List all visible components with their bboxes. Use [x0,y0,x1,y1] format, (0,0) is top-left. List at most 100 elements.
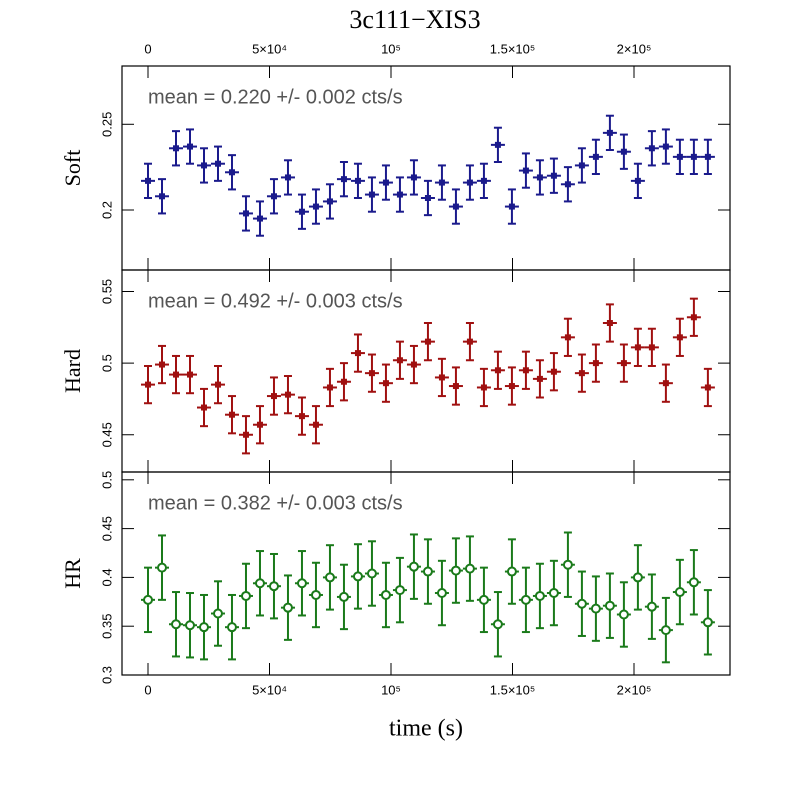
marker [632,572,643,583]
marker [214,381,221,388]
marker [620,360,627,367]
y-axis-label: HR [60,558,85,589]
marker [480,177,487,184]
y-tick-label: 0.45 [99,422,114,447]
marker [606,129,613,136]
marker [562,559,573,570]
marker [676,153,683,160]
marker [354,350,361,357]
marker [704,384,711,391]
y-tick-label: 0.5 [99,354,114,372]
marker [436,588,447,599]
marker [422,566,433,577]
chart-title: 3c111−XIS3 [349,5,480,34]
marker [368,191,375,198]
marker [564,181,571,188]
marker [660,625,671,636]
marker [578,162,585,169]
x-tick-label-bottom: 0 [144,682,151,697]
marker [564,334,571,341]
marker [200,162,207,169]
marker [326,384,333,391]
marker [534,590,545,601]
marker [592,153,599,160]
marker [520,594,531,605]
marker [466,179,473,186]
x-tick-label-top: 2×10⁵ [617,41,652,56]
marker [592,360,599,367]
marker [186,143,193,150]
annotation: mean = 0.220 +/- 0.002 cts/s [148,86,403,108]
marker [228,169,235,176]
marker [410,174,417,181]
marker [200,404,207,411]
marker [690,314,697,321]
marker [212,608,223,619]
marker [396,191,403,198]
marker [186,371,193,378]
marker [298,413,305,420]
marker [648,145,655,152]
marker [508,383,515,390]
marker [634,177,641,184]
y-tick-label: 0.25 [99,112,114,137]
marker [172,371,179,378]
marker [688,577,699,588]
marker [366,568,377,579]
marker [184,620,195,631]
x-tick-label-bottom: 5×10⁴ [252,682,287,697]
marker [704,153,711,160]
marker [282,602,293,613]
marker [242,210,249,217]
marker [466,338,473,345]
marker [464,563,475,574]
marker [662,143,669,150]
marker [198,622,209,633]
marker [634,344,641,351]
marker [494,367,501,374]
marker [143,594,154,605]
marker [604,600,615,611]
marker [424,338,431,345]
x-tick-label-top: 1.5×10⁵ [490,41,536,56]
marker [296,578,307,589]
marker [324,572,335,583]
y-tick-label: 0.5 [99,471,114,489]
marker [492,619,503,630]
marker [312,421,319,428]
marker [158,361,165,368]
marker [214,160,221,167]
x-tick-label-bottom: 1.5×10⁵ [490,682,536,697]
marker [646,601,657,612]
marker [450,565,461,576]
y-tick-label: 0.2 [99,201,114,219]
marker [145,381,152,388]
marker [338,591,349,602]
marker [326,198,333,205]
marker [606,320,613,327]
marker [312,203,319,210]
marker [394,585,405,596]
y-axis-label: Hard [60,349,85,393]
marker [508,203,515,210]
marker [270,193,277,200]
y-tick-label: 0.3 [99,666,114,684]
marker [408,561,419,572]
marker [298,208,305,215]
x-tick-label-top: 5×10⁴ [252,41,287,56]
y-tick-label: 0.35 [99,614,114,639]
annotation: mean = 0.382 +/- 0.003 cts/s [148,492,403,514]
annotation: mean = 0.492 +/- 0.003 cts/s [148,290,403,312]
marker [410,361,417,368]
marker [396,357,403,364]
marker [256,421,263,428]
x-tick-label-bottom: 10⁵ [381,682,401,697]
marker [452,383,459,390]
x-tick-label-bottom: 2×10⁵ [617,682,652,697]
marker [340,176,347,183]
marker [382,380,389,387]
marker [156,562,167,573]
marker [522,167,529,174]
marker [576,598,587,609]
